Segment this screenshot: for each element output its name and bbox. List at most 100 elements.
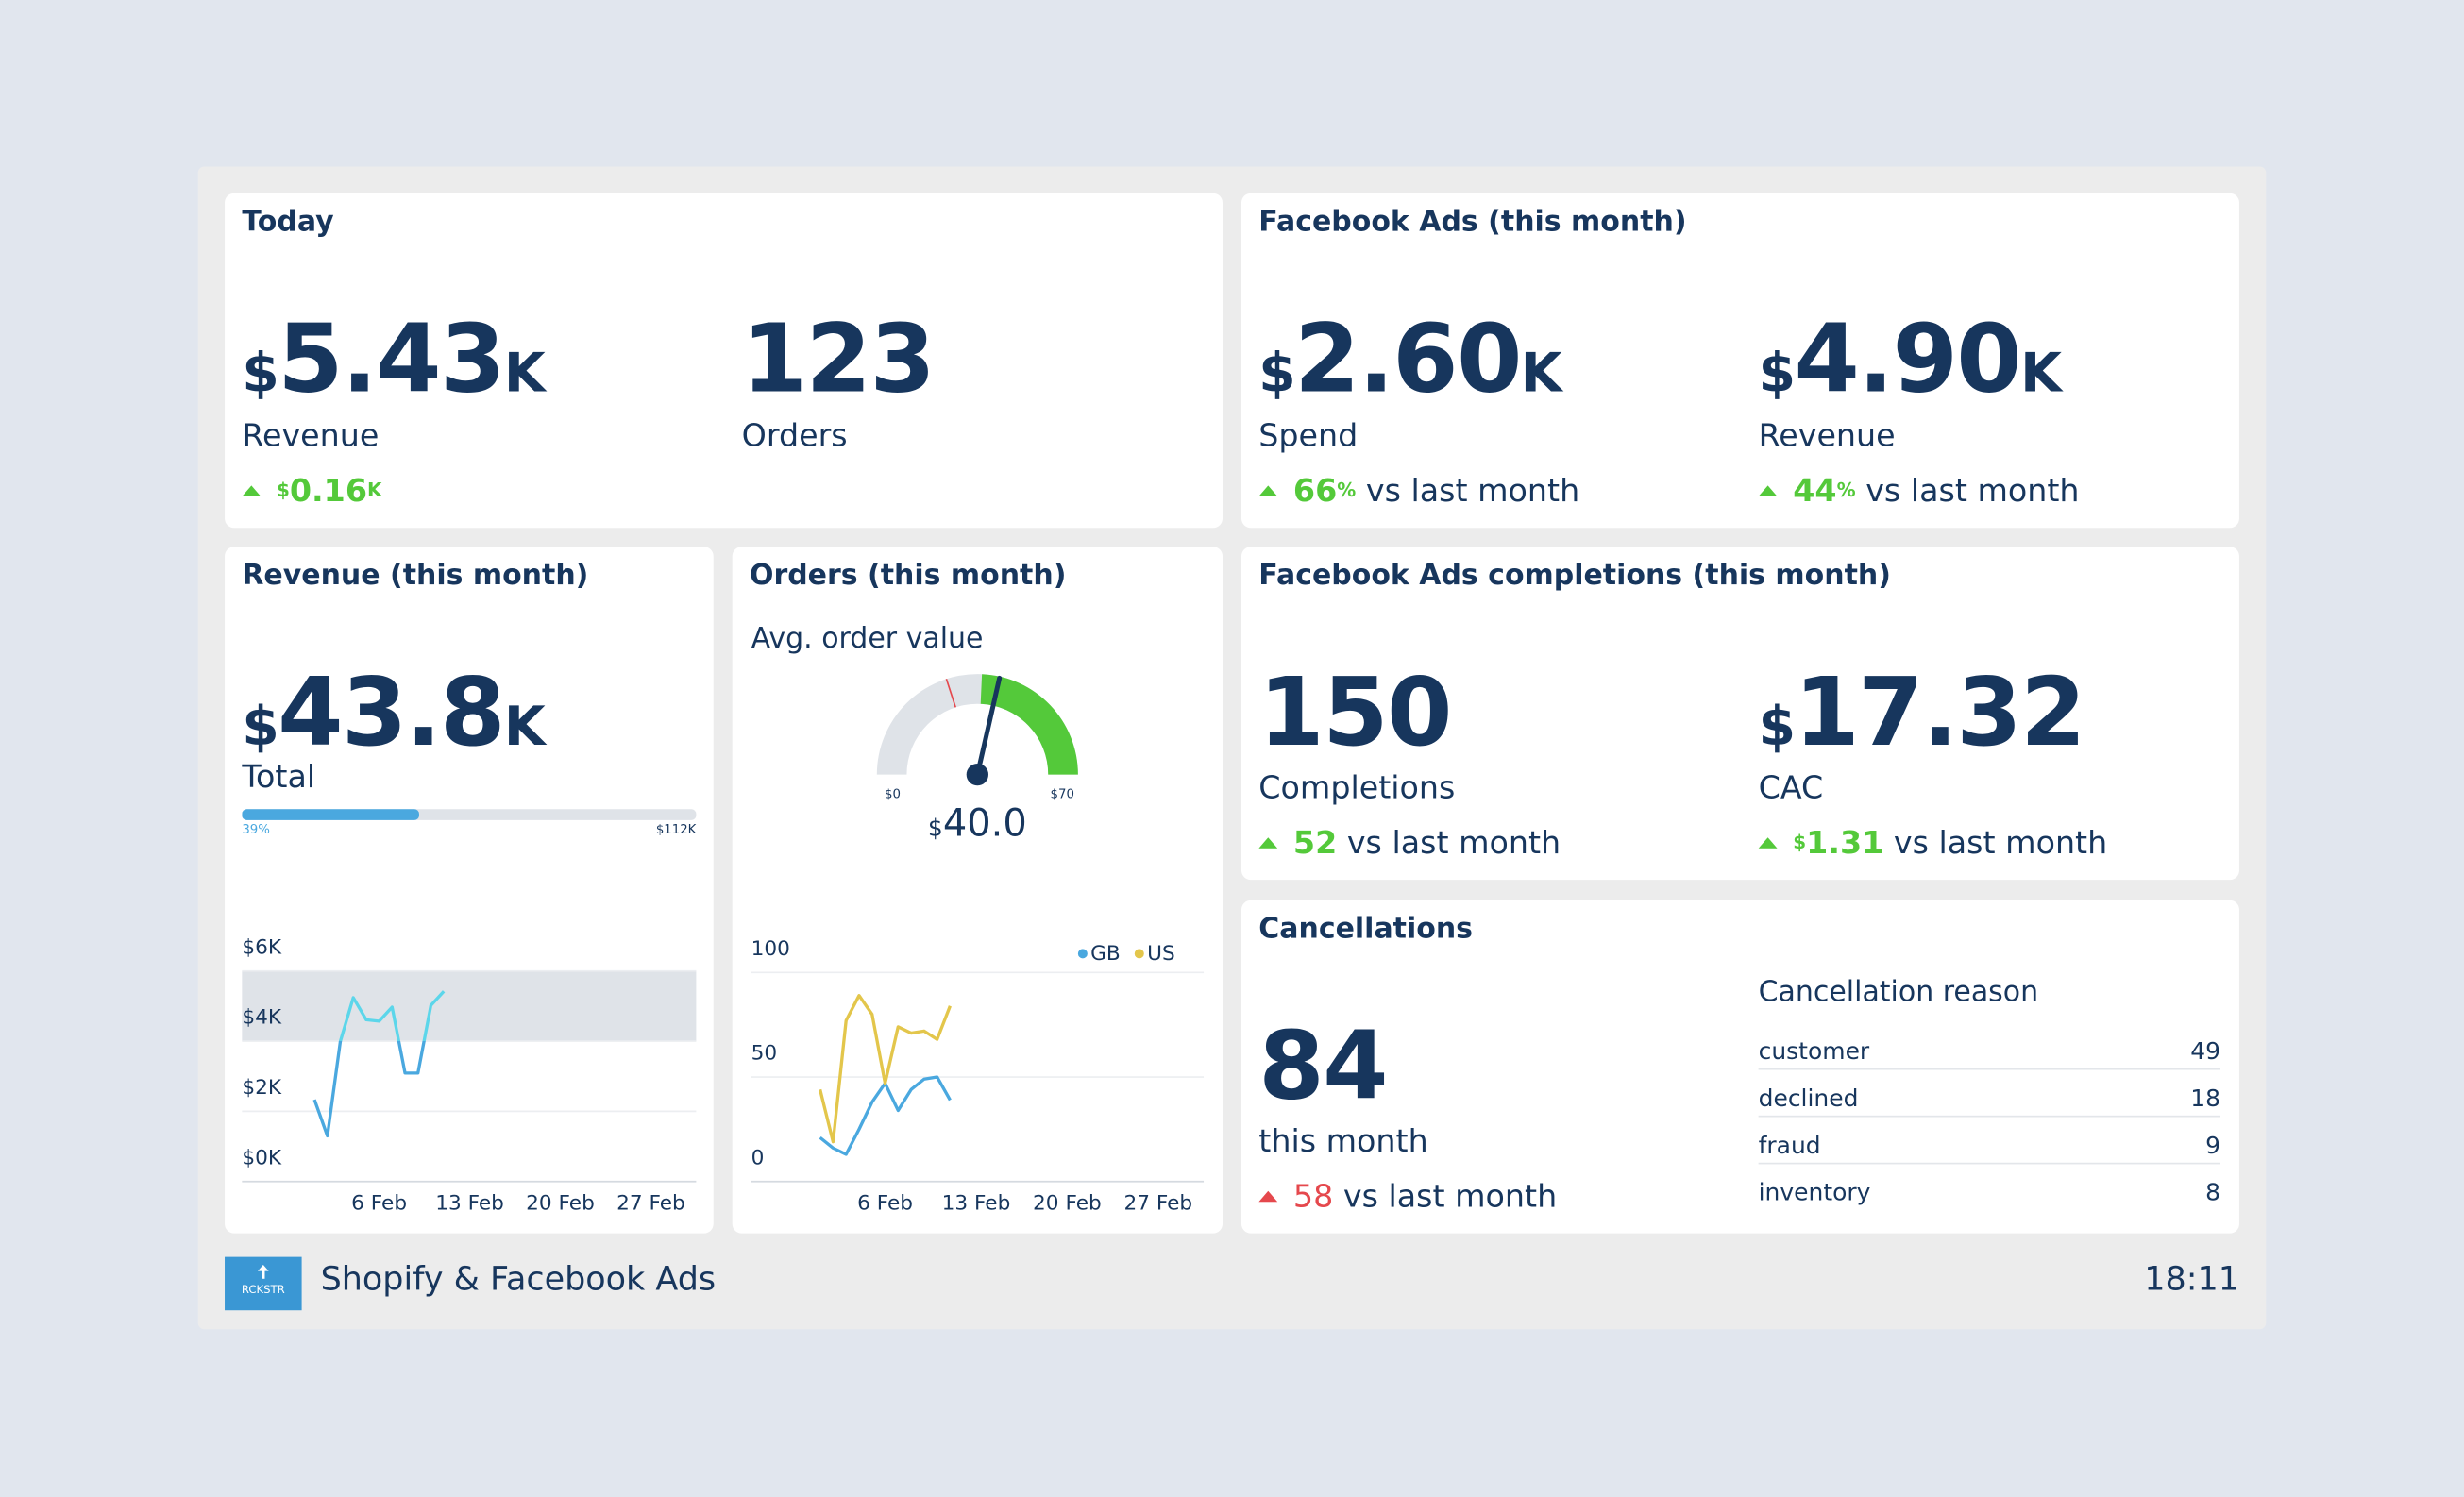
card-title: Cancellations [1258,913,1474,947]
stat-label: Revenue [242,416,380,455]
y-tick-label: $2K [242,1076,282,1100]
big-value: 123 [741,304,936,415]
progress-label: 39% [242,823,270,837]
currency: $ [242,696,278,759]
card-title: Orders (this month) [749,559,1067,593]
orders-month-card: Orders (this month) Avg. order value [732,547,1224,1234]
x-tick-label: 27 Feb [616,1192,685,1216]
x-tick-label: 20 Feb [526,1192,595,1216]
gauge: $0 $70 $40.0 [876,674,1078,846]
table-title: Cancellation reason [1758,975,2039,1009]
gauge-currency: $ [928,815,943,842]
revenue-chart: $0K $2K $4K $6K 6 Feb 13 Feb 20 Feb 27 Feb [242,935,697,1216]
currency: $ [242,342,278,406]
legend-dot [1134,949,1144,959]
delta: 44% vs last month [1758,471,2080,510]
gauge-value: $40.0 [928,802,1027,846]
logo: RCKSTR [225,1256,302,1311]
orders-chart: 0 50 100 6 Feb 13 Feb 20 Feb 27 Feb GB US [751,937,1205,1216]
stat-label: Total [242,757,316,796]
suffix: K [2020,342,2062,406]
y-tick-label: 100 [751,937,790,961]
delta-value: 1.31 [1806,823,1884,862]
x-tick-label: 13 Feb [942,1192,1011,1216]
gauge-green-range [980,674,1078,775]
reason: declined [1758,1084,1859,1113]
y-tick-label: $4K [242,1006,282,1030]
revenue-month-card: Revenue (this month) [225,547,714,1234]
reason: inventory [1758,1178,1871,1207]
count: 9 [2205,1131,2220,1160]
gauge-value-label: 40.0 [943,802,1027,846]
up-arrow [242,485,262,496]
delta: $0.16 K [242,471,382,510]
gauge-hub [966,763,988,786]
delta-value: 0.16 [289,471,368,510]
logo-icon [257,1264,269,1279]
delta: 66% vs last month [1258,471,1579,509]
value: 17.32 [1794,658,2085,768]
delta: 58 vs last month [1258,1177,1557,1215]
delta-text: vs last month [1865,471,2080,510]
value: 5.43 [278,304,505,415]
completions-card: Facebook Ads completions (this month) [1240,547,2239,881]
up-arrow [1258,485,1278,496]
big-value: $17.32 [1758,663,2086,778]
big-value: $4.90K [1759,310,2062,425]
y-tick-label: $6K [242,935,282,959]
delta: $1.31 vs last month [1758,823,2108,862]
gauge-marker [945,679,956,708]
delta-suffix: K [367,479,382,501]
stat-label: Orders [741,416,848,455]
delta-value: 58 [1292,1176,1334,1215]
dashboard-title: Shopify & Facebook Ads [320,1259,717,1298]
currency: $ [1758,696,1796,759]
progress-bar: 39% $112K [242,809,697,837]
cancellations-card: Cancellations [1240,900,2239,1234]
x-tick-label: 20 Feb [1033,1192,1102,1216]
delta-text: vs last month [1893,823,2108,862]
big-value: $43.8K [242,663,545,778]
suffix: K [1520,342,1562,406]
value: 4.90 [1794,304,2021,415]
gauge-max: $70 [1051,788,1074,802]
delta-value: 44 [1793,471,1837,510]
progress-max: $112K [656,823,697,837]
delta-text: vs last month [1346,823,1561,862]
gauge-needle [974,675,1003,778]
target-band [242,970,697,1042]
card-title: Facebook Ads completions (this month) [1258,559,1891,593]
delta-text: vs last month [1365,471,1580,510]
legend-dot [1077,949,1088,959]
legend-label: GB [1090,942,1121,966]
table-row: inventory 8 [1759,1175,2220,1210]
x-tick-label: 13 Feb [435,1192,504,1216]
count: 8 [2205,1178,2220,1207]
up-arrow [1758,485,1778,496]
legend-label: US [1147,942,1175,966]
up-arrow [1258,1190,1278,1203]
suffix: K [503,342,546,406]
delta-value: 52 [1292,823,1338,862]
card-title: Facebook Ads (this month) [1258,206,1687,240]
logo-text: RCKSTR [241,1283,285,1297]
delta-text: vs last month [1342,1176,1558,1215]
line-series [819,994,952,1144]
up-arrow [1758,837,1778,849]
value: 43.8 [278,658,505,768]
currency: $ [1258,342,1295,406]
stat-label: Completions [1258,767,1456,806]
reason: fraud [1758,1131,1821,1160]
big-value: $2.60K [1258,310,1561,425]
delta-suffix: % [1337,479,1357,501]
card-title: Revenue (this month) [242,559,589,593]
delta-value: 66 [1292,471,1338,510]
big-value: 150 [1258,658,1452,768]
x-tick-label: 6 Feb [351,1192,407,1216]
line-series [312,990,446,1138]
stat-label: Revenue [1758,416,1896,455]
delta-currency: $ [1793,831,1807,853]
gauge-min: $0 [885,788,901,802]
